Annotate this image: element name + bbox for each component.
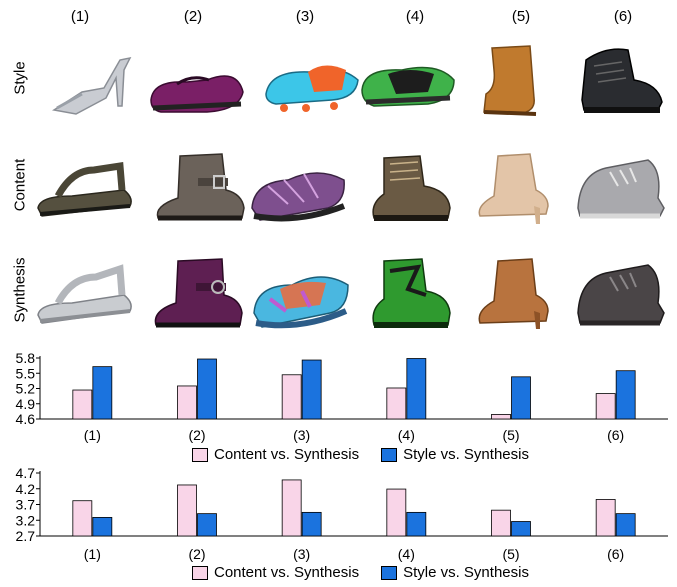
bar-style-vs-synthesis: [615, 513, 636, 537]
column-label: (1): [70, 8, 90, 25]
column-label: (4): [405, 8, 425, 25]
synthesis-image-6: [577, 264, 665, 326]
x-category-label: (2): [188, 427, 205, 443]
legend-swatch-style: [381, 565, 398, 580]
bar-style-vs-synthesis: [197, 358, 217, 420]
y-tick-label: 3.7: [16, 497, 36, 513]
y-tick-label: 4.7: [16, 465, 36, 481]
column-label: (6): [613, 8, 633, 25]
content-image-2: [156, 153, 245, 221]
y-tick-label: 5.2: [16, 381, 36, 397]
legend-item-content: Content vs. Synthesis: [192, 446, 359, 463]
style-image-4: [361, 66, 455, 107]
bar-style-vs-synthesis: [511, 521, 531, 537]
bar-style-vs-synthesis: [406, 511, 427, 537]
x-category-label: (3): [293, 546, 310, 562]
bar-style-vs-synthesis: [511, 376, 531, 420]
content-image-6: [577, 159, 665, 219]
bar-chart-2: 2.73.23.74.24.7 (1) (2) (3) (4) (5) (6): [16, 465, 668, 562]
x-category-label: (4): [398, 427, 415, 443]
synthesis-image-3: [253, 276, 349, 329]
bar-content-vs-synthesis: [177, 484, 197, 537]
legend-label-content: Content vs. Synthesis: [214, 446, 360, 463]
bar-content-vs-synthesis: [386, 387, 407, 420]
legend-label-style: Style vs. Synthesis: [403, 446, 529, 463]
bar-content-vs-synthesis: [72, 389, 93, 420]
row-label-synthesis: Synthesis: [11, 257, 29, 323]
column-label: (5): [511, 8, 531, 25]
x-category-label: (2): [188, 546, 205, 562]
x-category-label: (6): [607, 546, 624, 562]
x-category-label: (6): [607, 427, 624, 443]
legend-item-style: Style vs. Synthesis: [381, 446, 529, 463]
y-tick-label: 2.7: [16, 528, 36, 544]
legend-label-content: Content vs. Synthesis: [214, 564, 360, 581]
synthesis-image-1: [37, 264, 132, 324]
y-tick-label: 4.2: [16, 481, 36, 497]
legend-2: Content vs. Synthesis Style vs. Synthesi…: [192, 564, 545, 581]
content-image-4: [372, 155, 451, 221]
row-label-style: Style: [11, 61, 29, 95]
x-category-label: (5): [502, 546, 519, 562]
style-image-6: [581, 48, 663, 113]
legend-swatch-style: [381, 447, 398, 462]
legend-swatch-content: [192, 565, 208, 580]
legend-label-style: Style vs. Synthesis: [403, 564, 529, 581]
style-image-1: [51, 56, 132, 115]
bar-style-vs-synthesis: [197, 513, 217, 537]
bar-content-vs-synthesis: [491, 509, 511, 537]
bar-style-vs-synthesis: [615, 370, 636, 420]
bar-content-vs-synthesis: [595, 393, 616, 420]
x-category-label: (5): [502, 427, 519, 443]
y-tick-label: 4.9: [16, 396, 36, 412]
bar-style-vs-synthesis: [301, 359, 322, 420]
style-image-5: [483, 45, 537, 116]
bar-style-vs-synthesis: [406, 358, 427, 420]
bar-content-vs-synthesis: [595, 499, 616, 537]
bar-chart-1: 4.64.95.25.55.8 (1) (2) (3) (4) (5) (6): [16, 350, 668, 443]
style-image-3: [265, 65, 359, 112]
legend-1: Content vs. Synthesis Style vs. Synthesi…: [192, 446, 545, 463]
bar-content-vs-synthesis: [72, 500, 93, 537]
x-category-label: (1): [84, 546, 101, 562]
content-image-5: [478, 153, 549, 224]
bar-style-vs-synthesis: [301, 511, 322, 537]
legend-item-content: Content vs. Synthesis: [192, 564, 359, 581]
legend-swatch-content: [192, 447, 208, 462]
content-image-3: [251, 172, 346, 222]
bar-style-vs-synthesis: [92, 366, 113, 420]
synthesis-image-2: [154, 258, 243, 328]
y-tick-label: 3.2: [16, 512, 36, 528]
bar-content-vs-synthesis: [281, 479, 302, 537]
bar-content-vs-synthesis: [386, 488, 407, 537]
bar-content-vs-synthesis: [281, 374, 302, 420]
x-category-label: (3): [293, 427, 310, 443]
column-label: (2): [183, 8, 203, 25]
y-tick-label: 5.5: [16, 365, 36, 381]
content-image-1: [37, 161, 132, 217]
legend-item-style: Style vs. Synthesis: [381, 564, 529, 581]
column-label: (3): [295, 8, 315, 25]
x-category-label: (1): [84, 427, 101, 443]
y-tick-label: 4.6: [16, 411, 36, 427]
synthesis-image-5: [478, 258, 549, 329]
bar-style-vs-synthesis: [92, 517, 113, 537]
style-image-2: [150, 75, 244, 113]
y-tick-label: 5.8: [16, 350, 36, 366]
bar-content-vs-synthesis: [177, 385, 197, 420]
x-category-label: (4): [398, 546, 415, 562]
synthesis-image-4: [372, 258, 451, 328]
row-label-content: Content: [11, 158, 29, 212]
bar-content-vs-synthesis: [491, 414, 511, 420]
